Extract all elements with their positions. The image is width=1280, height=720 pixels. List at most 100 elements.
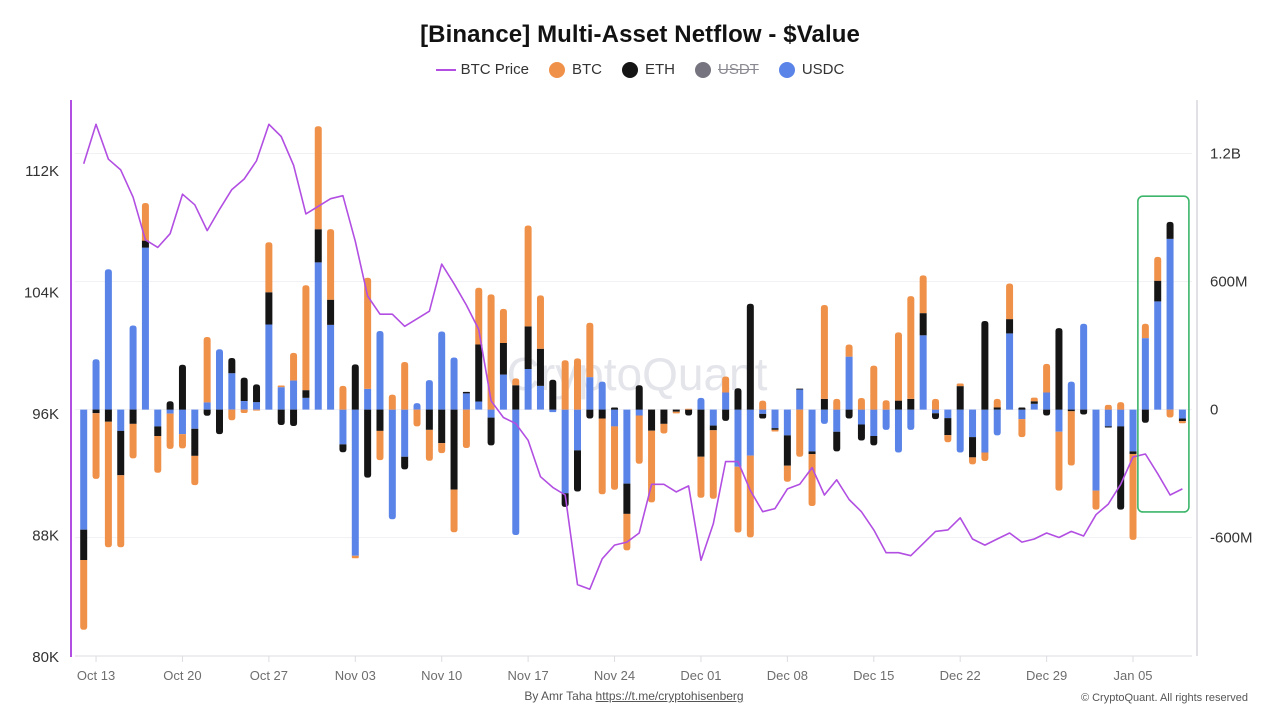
bar-btc-nov-08[interactable]: Nov 08 BTC: -79M bbox=[413, 409, 421, 427]
bar-usdc-nov-03[interactable]: Nov 03 USDC: -685M bbox=[351, 409, 359, 556]
bar-btc-nov-02[interactable]: Nov 02 BTC: 111M bbox=[339, 385, 347, 410]
bar-btc-dec-26[interactable]: Dec 26 BTC: 167M bbox=[1006, 283, 1014, 320]
bar-eth-nov-23[interactable]: Nov 23 ETH: -42M bbox=[598, 409, 606, 419]
author-link[interactable]: https://t.me/cryptohisenberg bbox=[595, 689, 744, 703]
bar-usdc-dec-29[interactable]: Dec 29 USDC: 80M bbox=[1043, 392, 1051, 410]
legend-item-usdt[interactable]: USDT bbox=[694, 61, 759, 78]
bar-usdc-nov-16[interactable]: Nov 16 USDC: -588M bbox=[512, 409, 520, 536]
bar-btc-dec-29[interactable]: Dec 29 BTC: 134M bbox=[1043, 363, 1051, 393]
bar-usdc-oct-17[interactable]: Oct 17 USDC: 759M bbox=[141, 247, 149, 410]
bar-eth-oct-13[interactable]: Oct 13 ETH: -17M bbox=[92, 409, 100, 414]
bar-btc-dec-09[interactable]: Dec 09 BTC: -221M bbox=[796, 409, 804, 457]
bar-usdc-oct-23[interactable]: Oct 23 USDC: 283M bbox=[215, 349, 223, 410]
bar-eth-dec-29[interactable]: Dec 29 ETH: -28M bbox=[1043, 409, 1051, 416]
bar-btc-oct-27[interactable]: Oct 27 BTC: 234M bbox=[265, 242, 273, 293]
bar-usdc-dec-12[interactable]: Dec 12 USDC: -104M bbox=[833, 409, 841, 432]
bar-btc-dec-30[interactable]: Dec 30 BTC: -276M bbox=[1055, 431, 1063, 491]
bar-btc-oct-30[interactable]: Oct 30 BTC: 492M bbox=[302, 285, 310, 391]
bar-btc-jan-02[interactable]: Jan 02 BTC: -89M bbox=[1092, 490, 1100, 510]
bar-btc-oct-13[interactable]: Oct 13 BTC: -308M bbox=[92, 413, 100, 479]
bar-btc-dec-20[interactable]: Dec 20 BTC: 50M bbox=[932, 398, 940, 410]
bar-usdc-jan-07[interactable]: Jan 07 USDC: 507M bbox=[1154, 301, 1162, 410]
bar-btc-nov-10[interactable]: Nov 10 BTC: -47M bbox=[438, 443, 446, 454]
bar-eth-nov-03[interactable]: Nov 03 ETH: 212M bbox=[351, 364, 359, 410]
bar-eth-nov-09[interactable]: Nov 09 ETH: -95M bbox=[425, 409, 433, 430]
bar-usdc-dec-27[interactable]: Dec 27 USDC: -45M bbox=[1018, 409, 1026, 420]
bar-eth-oct-19[interactable]: Oct 19 ETH: 39M bbox=[166, 401, 174, 410]
bar-eth-oct-18[interactable]: Oct 18 ETH: -45M bbox=[154, 426, 162, 437]
bar-btc-nov-03[interactable]: Nov 03 BTC: -12M bbox=[351, 555, 359, 559]
bar-btc-nov-25[interactable]: Nov 25 BTC: -171M bbox=[623, 513, 631, 551]
bar-eth-oct-31[interactable]: Oct 31 ETH: 155M bbox=[314, 229, 322, 263]
bar-btc-jan-03[interactable]: Jan 03 BTC: 22M bbox=[1104, 404, 1112, 410]
bar-usdc-dec-31[interactable]: Dec 31 USDC: 131M bbox=[1067, 381, 1075, 410]
bar-usdc-nov-15[interactable]: Nov 15 USDC: 164M bbox=[499, 374, 507, 410]
bar-usdc-dec-04[interactable]: Dec 04 USDC: -268M bbox=[734, 409, 742, 467]
bar-usdc-dec-17[interactable]: Dec 17 USDC: -201M bbox=[894, 409, 902, 453]
bar-eth-dec-13[interactable]: Dec 13 ETH: -42M bbox=[845, 409, 853, 419]
bar-btc-nov-11[interactable]: Nov 11 BTC: -200M bbox=[450, 489, 458, 533]
bar-btc-dec-01[interactable]: Dec 01 BTC: -192M bbox=[697, 456, 705, 498]
bar-eth-dec-21[interactable]: Dec 21 ETH: -80M bbox=[944, 418, 952, 436]
bar-btc-dec-06[interactable]: Dec 06 BTC: 42M bbox=[759, 400, 767, 410]
bar-btc-nov-22[interactable]: Nov 22 BTC: 255M bbox=[586, 322, 594, 378]
bar-usdc-oct-26[interactable]: Oct 26 USDC: 35M bbox=[253, 402, 261, 410]
bar-eth-jan-08[interactable]: Jan 08 ETH: 80M bbox=[1166, 221, 1174, 239]
bar-btc-oct-18[interactable]: Oct 18 BTC: -172M bbox=[154, 436, 162, 473]
bar-usdc-jan-08[interactable]: Jan 08 USDC: 800M bbox=[1166, 238, 1174, 410]
bar-eth-jan-03[interactable]: Jan 03 ETH: -5M bbox=[1104, 426, 1112, 428]
bar-usdc-dec-08[interactable]: Dec 08 USDC: -121M bbox=[783, 409, 791, 436]
bar-eth-jan-09[interactable]: Jan 09 ETH: -12M bbox=[1178, 418, 1186, 422]
bar-usdc-oct-21[interactable]: Oct 21 USDC: -90M bbox=[191, 409, 199, 429]
bar-btc-nov-29[interactable]: Nov 29 BTC: -8M bbox=[672, 411, 680, 414]
bar-usdc-nov-07[interactable]: Nov 07 USDC: -221M bbox=[401, 409, 409, 457]
bar-btc-dec-02[interactable]: Dec 02 BTC: -321M bbox=[709, 430, 717, 499]
bar-eth-dec-23[interactable]: Dec 23 ETH: -95M bbox=[969, 437, 977, 458]
bar-eth-nov-02[interactable]: Nov 02 ETH: -37M bbox=[339, 444, 347, 453]
bar-usdc-nov-22[interactable]: Nov 22 USDC: 152M bbox=[586, 377, 594, 410]
bar-eth-oct-17[interactable]: Oct 17 ETH: 33M bbox=[141, 240, 149, 248]
bar-usdc-oct-16[interactable]: Oct 16 USDC: 394M bbox=[129, 325, 137, 410]
bar-btc-dec-22[interactable]: Dec 22 BTC: 12M bbox=[956, 383, 964, 387]
bar-usdc-nov-01[interactable]: Nov 01 USDC: 397M bbox=[327, 324, 335, 410]
bar-eth-oct-28[interactable]: Oct 28 ETH: -72M bbox=[277, 409, 285, 425]
bar-btc-nov-04[interactable]: Nov 04 BTC: 521M bbox=[364, 277, 372, 389]
bar-eth-nov-11[interactable]: Nov 11 ETH: -375M bbox=[450, 409, 458, 490]
bar-usdc-nov-11[interactable]: Nov 11 USDC: 244M bbox=[450, 357, 458, 410]
bar-eth-nov-10[interactable]: Nov 10 ETH: -157M bbox=[438, 409, 446, 444]
bar-btc-oct-22[interactable]: Oct 22 BTC: 306M bbox=[203, 337, 211, 403]
bar-eth-oct-22[interactable]: Oct 22 ETH: -29M bbox=[203, 409, 211, 416]
bar-usdc-dec-13[interactable]: Dec 13 USDC: 248M bbox=[845, 356, 853, 410]
bar-btc-oct-26[interactable]: Oct 26 BTC: -5M bbox=[253, 409, 261, 411]
bar-usdc-dec-07[interactable]: Dec 07 USDC: -87M bbox=[771, 409, 779, 429]
bar-btc-dec-08[interactable]: Dec 08 BTC: -75M bbox=[783, 465, 791, 482]
bar-eth-jan-01[interactable]: Jan 01 ETH: -23M bbox=[1080, 409, 1088, 415]
bar-eth-oct-21[interactable]: Oct 21 ETH: -127M bbox=[191, 428, 199, 456]
bar-btc-nov-17[interactable]: Nov 17 BTC: 473M bbox=[524, 225, 532, 327]
bar-eth-dec-08[interactable]: Dec 08 ETH: -142M bbox=[783, 435, 791, 466]
bar-btc-nov-16[interactable]: Nov 16 BTC: 32M bbox=[512, 378, 520, 386]
bar-btc-dec-14[interactable]: Dec 14 BTC: 54M bbox=[857, 398, 865, 410]
bar-usdc-nov-17[interactable]: Nov 17 USDC: 190M bbox=[524, 369, 532, 410]
bar-usdc-dec-21[interactable]: Dec 21 USDC: -40M bbox=[944, 409, 952, 419]
bar-btc-nov-06[interactable]: Nov 06 BTC: 70M bbox=[388, 394, 396, 410]
bar-btc-nov-12[interactable]: Nov 12 BTC: -180M bbox=[462, 409, 470, 448]
bar-btc-jan-05[interactable]: Jan 05 BTC: -403M bbox=[1129, 453, 1137, 540]
bar-usdc-dec-26[interactable]: Dec 26 USDC: 357M bbox=[1006, 333, 1014, 410]
legend-item-btc-price[interactable]: BTC Price bbox=[435, 61, 529, 78]
bar-eth-nov-01[interactable]: Nov 01 ETH: 118M bbox=[327, 299, 335, 325]
bar-usdc-dec-28[interactable]: Dec 28 USDC: 27M bbox=[1030, 403, 1038, 410]
bar-btc-dec-03[interactable]: Dec 03 BTC: 75M bbox=[722, 376, 730, 393]
bar-btc-dec-25[interactable]: Dec 25 BTC: 40M bbox=[993, 398, 1001, 408]
bar-eth-nov-27[interactable]: Nov 27 ETH: -99M bbox=[648, 409, 656, 431]
bar-btc-dec-31[interactable]: Dec 31 BTC: -254M bbox=[1067, 411, 1075, 466]
bar-usdc-oct-19[interactable]: Oct 19 USDC: -19M bbox=[166, 409, 174, 414]
bar-usdc-nov-21[interactable]: Nov 21 USDC: -191M bbox=[574, 409, 581, 451]
bar-eth-nov-04[interactable]: Nov 04 ETH: -319M bbox=[364, 409, 372, 478]
bar-btc-dec-19[interactable]: Dec 19 BTC: 177M bbox=[919, 275, 927, 314]
bar-btc-dec-28[interactable]: Dec 28 BTC: 17M bbox=[1030, 397, 1038, 402]
bar-btc-oct-16[interactable]: Oct 16 BTC: -162M bbox=[129, 423, 137, 459]
bar-usdc-dec-02[interactable]: Dec 02 USDC: -75M bbox=[709, 409, 717, 426]
bar-usdc-dec-09[interactable]: Dec 09 USDC: 94M bbox=[796, 389, 804, 410]
bar-usdc-oct-20[interactable]: Oct 20 USDC: -115M bbox=[178, 409, 186, 435]
